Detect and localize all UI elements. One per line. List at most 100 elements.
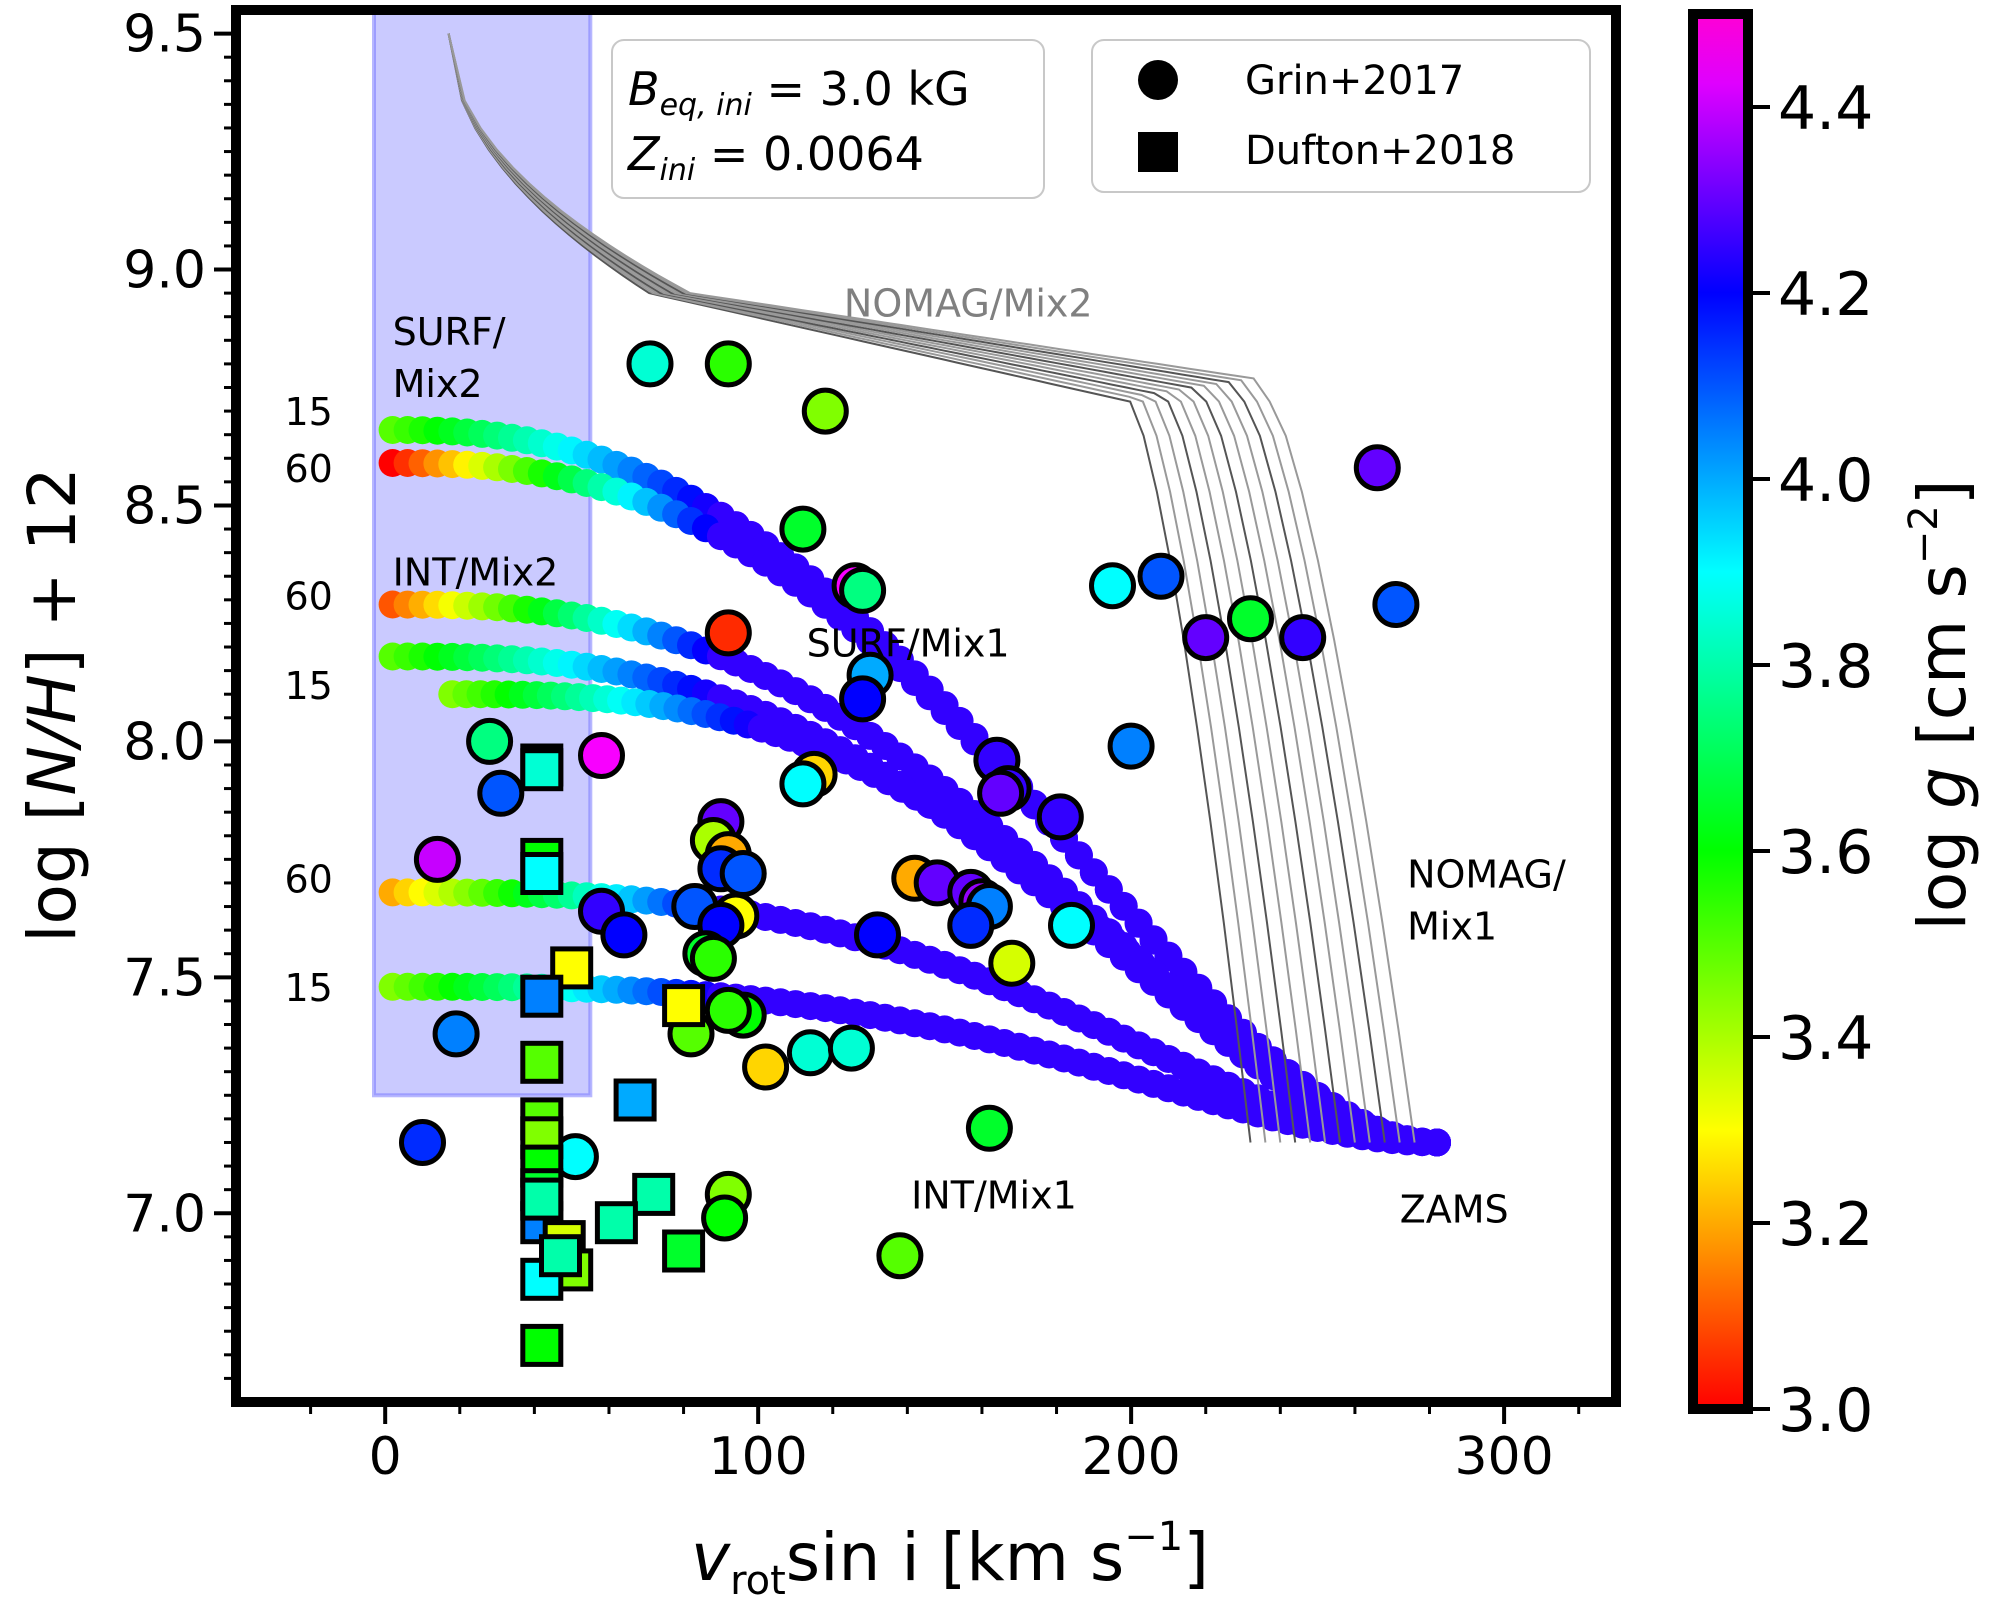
grin-point xyxy=(1137,552,1185,600)
grin-point xyxy=(432,1010,480,1058)
nomag-line xyxy=(447,33,1327,1143)
x-tick-label: 100 xyxy=(709,1427,808,1487)
colorbar-tick-label: 4.4 xyxy=(1778,74,1873,144)
grin-point xyxy=(600,911,648,959)
observations xyxy=(399,340,1420,1367)
dufton-point xyxy=(520,974,564,1018)
y-tick-label: 8.5 xyxy=(123,476,206,536)
legend: Grin+2017 Dufton+2018 xyxy=(1091,39,1591,193)
grin-point xyxy=(947,901,995,949)
grin-point xyxy=(413,835,461,883)
grin-point xyxy=(779,760,827,808)
dufton-point xyxy=(520,852,564,895)
dufton-point xyxy=(662,1229,706,1273)
grin-point xyxy=(704,340,752,388)
colorbar-ticks: 3.0 3.2 3.4 3.6 3.8 4.0 4.2 4.4 xyxy=(1748,74,1873,1446)
grin-point xyxy=(876,1232,924,1280)
dufton-point xyxy=(520,1040,564,1084)
annotation: 15 xyxy=(285,966,333,1010)
colorbar-tick-label: 3.0 xyxy=(1778,1376,1873,1446)
shaded-region xyxy=(372,10,593,1098)
model-tracks xyxy=(378,416,1451,1157)
y-tick-label: 7.0 xyxy=(123,1184,206,1244)
legend-square-marker xyxy=(1138,132,1178,172)
nomag-tracks xyxy=(447,33,1416,1143)
plot-border xyxy=(231,5,1621,1407)
grin-point xyxy=(704,986,752,1034)
colorbar-tick-label: 3.6 xyxy=(1778,818,1873,888)
x-tick-label: 300 xyxy=(1454,1427,1553,1487)
b-field-text: Beq, ini = 3.0 kG xyxy=(628,62,970,123)
grin-point xyxy=(839,675,887,723)
dufton-point xyxy=(520,748,564,792)
colorbar-tick-label: 4.2 xyxy=(1778,260,1873,330)
annotation: INT/Mix1 xyxy=(911,1174,1077,1218)
grin-point xyxy=(1036,793,1084,841)
x-axis: 0 100 200 300 xyxy=(309,1402,1581,1487)
dufton-point xyxy=(662,984,706,1028)
grin-point xyxy=(399,1119,446,1166)
colorbar-tick-label: 3.4 xyxy=(1778,1004,1873,1074)
track-point xyxy=(1423,1128,1451,1157)
grin-point xyxy=(701,1194,749,1242)
grin-point xyxy=(742,1043,790,1091)
x-tick-label: 200 xyxy=(1082,1427,1181,1487)
nomag-line xyxy=(447,33,1386,1143)
annotation: NOMAG/Mix2 xyxy=(844,282,1093,326)
grin-point xyxy=(801,387,849,435)
grin-point xyxy=(977,769,1025,817)
legend-label-dufton: Dufton+2018 xyxy=(1245,128,1515,174)
colorbar: 3.0 3.2 3.4 3.6 3.8 4.0 4.2 4.4 log g [cm s−2] xyxy=(1688,9,1981,1446)
dufton-point xyxy=(539,1234,582,1278)
grin-point xyxy=(689,934,737,982)
nomag-line xyxy=(447,33,1356,1143)
grin-point xyxy=(786,1029,834,1077)
nomag-line xyxy=(447,33,1312,1143)
grin-point xyxy=(988,939,1036,987)
nomag-line xyxy=(447,33,1416,1143)
nomag-line xyxy=(447,33,1341,1143)
grin-point xyxy=(1279,614,1327,662)
metallicity-text: Zini = 0.0064 xyxy=(626,127,924,188)
grin-point xyxy=(704,609,752,657)
annotation: 60 xyxy=(285,574,333,618)
colorbar-border xyxy=(1688,9,1753,1414)
dufton-point xyxy=(613,1078,657,1122)
nomag-line xyxy=(447,33,1267,1143)
grin-point xyxy=(1089,562,1136,610)
info-box: Beq, ini = 3.0 kG Zini = 0.0064 xyxy=(611,39,1045,199)
annotation: INT/Mix2 xyxy=(393,551,559,595)
grin-point xyxy=(1048,901,1095,949)
nomag-line xyxy=(447,33,1297,1143)
grin-point xyxy=(466,717,514,765)
nomag-line xyxy=(447,33,1401,1143)
x-tick-label: 0 xyxy=(369,1427,402,1487)
y-tick-label: 8.0 xyxy=(123,712,206,772)
grin-point xyxy=(779,505,827,553)
colorbar-tick-label: 4.0 xyxy=(1778,446,1873,516)
annotation: ZAMS xyxy=(1400,1188,1509,1232)
grin-point xyxy=(1182,614,1230,662)
nomag-line xyxy=(447,33,1252,1143)
grin-point xyxy=(854,911,901,959)
dufton-point xyxy=(632,1172,676,1216)
grin-point xyxy=(1353,444,1401,492)
grin-point xyxy=(578,732,625,779)
legend-label-grin: Grin+2017 xyxy=(1245,58,1464,104)
grin-point xyxy=(1372,581,1420,628)
grin-point xyxy=(839,566,887,614)
annotation: Mix1 xyxy=(1407,905,1497,949)
annotation: NOMAG/ xyxy=(1407,853,1566,897)
y-tick-label: 9.5 xyxy=(123,5,206,65)
dufton-point xyxy=(520,1323,564,1367)
annotations: SURF/Mix2 15 60 INT/Mix2 60 15 60 15 SURF/Mix1 NO… xyxy=(285,282,1566,1232)
colorbar-tick-label: 3.2 xyxy=(1778,1190,1873,1260)
grin-point xyxy=(1107,722,1155,770)
nomag-line xyxy=(447,33,1371,1143)
grin-point xyxy=(827,1024,875,1072)
nomag-line xyxy=(447,33,1282,1143)
grin-point xyxy=(626,340,674,388)
y-axis: 7.0 7.5 8.0 8.5 9.0 9.5 xyxy=(123,5,236,1380)
dufton-point xyxy=(594,1201,638,1245)
